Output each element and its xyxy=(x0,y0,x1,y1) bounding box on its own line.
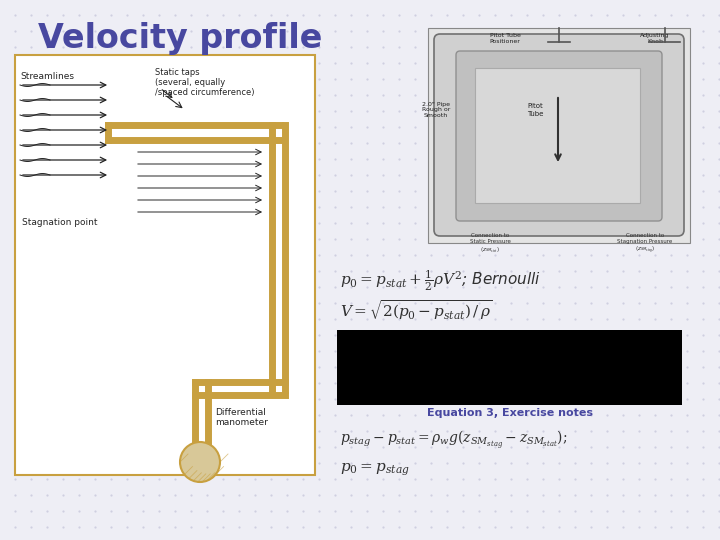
Text: $p_0 = p_{stat} + \frac{1}{2}\rho V^2$; Bernoulli: $p_0 = p_{stat} + \frac{1}{2}\rho V^2$; … xyxy=(340,268,541,293)
Text: Differential
manometer: Differential manometer xyxy=(215,408,268,427)
Text: Connection to
Stagnation Pressure
$(z_{SM_{stag}})$: Connection to Stagnation Pressure $(z_{S… xyxy=(617,233,672,256)
Text: /spaced circumference): /spaced circumference) xyxy=(155,88,254,97)
Text: Pitot Tube
Positioner: Pitot Tube Positioner xyxy=(490,33,521,44)
Text: Adjusting
Knob: Adjusting Knob xyxy=(640,33,670,44)
Bar xyxy=(475,68,640,203)
Text: 2.0" Pipe
Rough or
Smooth: 2.0" Pipe Rough or Smooth xyxy=(422,102,450,118)
Text: Stagnation point: Stagnation point xyxy=(22,218,97,227)
FancyBboxPatch shape xyxy=(434,34,684,236)
Text: Connection to
Static Pressure
$(z_{SM_{stat}})$: Connection to Static Pressure $(z_{SM_{s… xyxy=(469,233,510,254)
Bar xyxy=(337,330,682,405)
Circle shape xyxy=(180,442,220,482)
Text: Pitot
Tube: Pitot Tube xyxy=(527,104,543,117)
Text: Static taps: Static taps xyxy=(155,68,199,77)
Text: $p_{stag} - p_{stat} = \rho_w g(z_{SM_{stag}} - z_{SM_{stat}});$: $p_{stag} - p_{stat} = \rho_w g(z_{SM_{s… xyxy=(340,428,567,450)
Bar xyxy=(428,28,690,243)
Text: Streamlines: Streamlines xyxy=(20,72,74,81)
Bar xyxy=(15,55,315,475)
Text: (several, equally: (several, equally xyxy=(155,78,225,87)
Text: Velocity profile: Velocity profile xyxy=(38,22,323,55)
FancyBboxPatch shape xyxy=(456,51,662,221)
Text: $p_0 = p_{stag}$: $p_0 = p_{stag}$ xyxy=(340,462,410,478)
Text: Equation 3, Exercise notes: Equation 3, Exercise notes xyxy=(427,408,593,418)
Text: $V = \sqrt{2(p_0 - p_{stat})\,/\,\rho}$: $V = \sqrt{2(p_0 - p_{stat})\,/\,\rho}$ xyxy=(340,298,493,322)
